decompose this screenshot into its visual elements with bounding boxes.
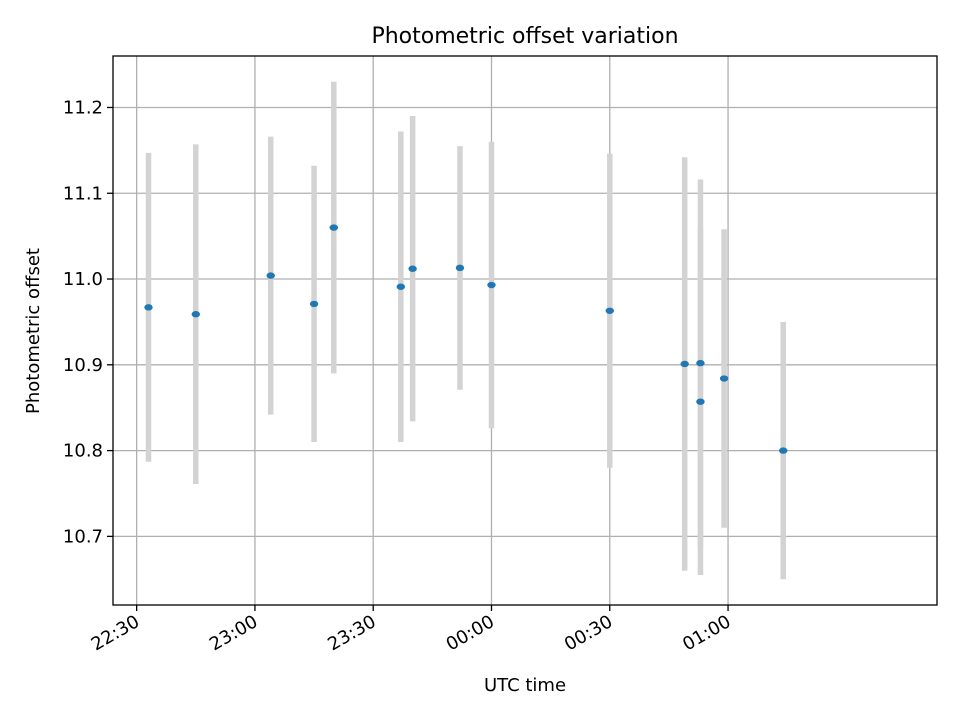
data-point	[329, 224, 338, 231]
data-point	[719, 375, 729, 382]
data-point	[455, 264, 465, 272]
data-points	[144, 224, 788, 454]
y-tick-label: 10.9	[63, 355, 103, 376]
x-tick-label: 22:30	[88, 611, 143, 655]
data-point	[487, 281, 496, 289]
grid	[113, 56, 937, 605]
plot-frame	[112, 55, 938, 606]
y-tick-label: 10.7	[63, 526, 103, 547]
y-tick-label: 10.8	[63, 441, 103, 462]
x-tick-label: 23:30	[324, 611, 379, 655]
x-axis: 22:30 23:00 23:30 00:00 00:30 01:00	[88, 605, 735, 655]
data-point	[696, 398, 705, 405]
data-point	[266, 272, 275, 279]
data-point	[309, 300, 319, 308]
data-point	[605, 307, 614, 314]
x-axis-label: UTC time	[484, 675, 566, 696]
data-point	[779, 447, 788, 454]
x-tick-label: 00:00	[443, 611, 498, 655]
y-tick-label: 11.1	[63, 183, 103, 204]
chart-title: Photometric offset variation	[371, 24, 678, 49]
error-bars	[145, 81, 786, 580]
data-point	[408, 265, 417, 272]
y-axis-label: Photometric offset	[23, 248, 44, 414]
data-point	[396, 283, 406, 290]
y-axis: 10.7 10.8 10.9 11.0 11.1 11.2	[63, 97, 113, 547]
x-tick-label: 23:00	[206, 611, 261, 655]
data-point	[144, 304, 153, 311]
x-tick-label: 00:30	[561, 611, 616, 655]
data-point	[696, 359, 705, 367]
data-point	[680, 360, 689, 368]
y-tick-label: 11.0	[63, 269, 103, 290]
data-point	[191, 311, 200, 318]
y-tick-label: 11.2	[63, 97, 103, 118]
x-tick-label: 01:00	[679, 611, 734, 655]
